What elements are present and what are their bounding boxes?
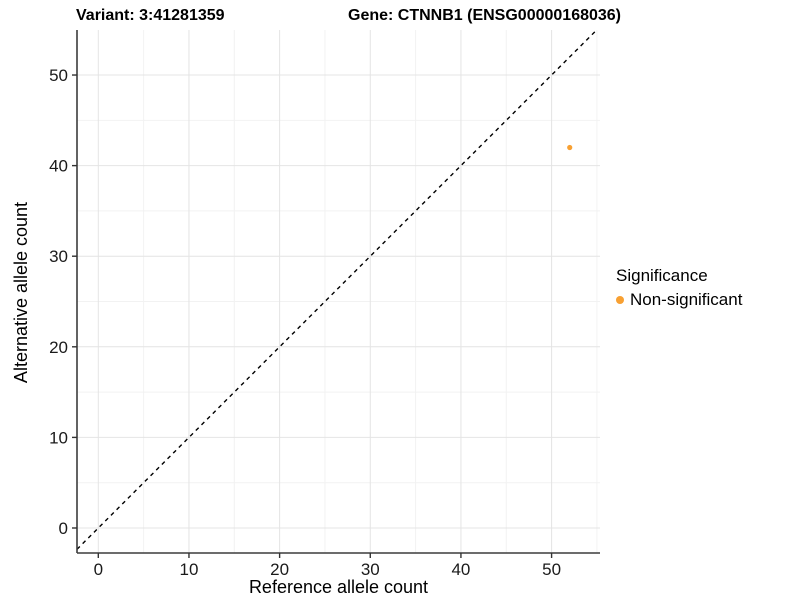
y-tick-label: 50 (49, 66, 68, 85)
y-tick-label: 0 (59, 519, 68, 538)
y-axis-title: Alternative allele count (11, 201, 31, 384)
x-tick-label: 30 (361, 560, 380, 579)
y-tick-label: 30 (49, 247, 68, 266)
x-tick-label: 20 (270, 560, 289, 579)
legend-point-icon (616, 296, 624, 304)
x-tick-label: 40 (451, 560, 470, 579)
x-tick-label: 50 (542, 560, 561, 579)
y-tick-label: 10 (49, 428, 68, 447)
y-tick-label: 20 (49, 338, 68, 357)
x-tick-label: 0 (94, 560, 103, 579)
legend-entry: Non-significant (616, 290, 742, 310)
plot-title-variant: Variant: 3:41281359 (76, 7, 225, 24)
y-tick-label: 40 (49, 157, 68, 176)
legend-entry-label: Non-significant (630, 290, 743, 309)
data-point (567, 144, 573, 151)
plot-title-gene: Gene: CTNNB1 (ENSG00000168036) (348, 7, 622, 24)
identity-dashed-line (76, 29, 598, 550)
x-axis-title: Reference allele count (248, 577, 429, 597)
legend-title: Significance (616, 266, 708, 285)
legend: Significance Non-significant (616, 266, 742, 310)
x-tick-label: 10 (180, 560, 199, 579)
